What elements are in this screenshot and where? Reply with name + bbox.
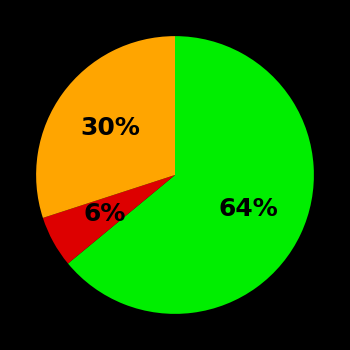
Wedge shape bbox=[68, 36, 314, 314]
Text: 30%: 30% bbox=[80, 116, 140, 140]
Text: 6%: 6% bbox=[83, 202, 126, 226]
Wedge shape bbox=[36, 36, 175, 218]
Text: 64%: 64% bbox=[218, 197, 278, 221]
Wedge shape bbox=[43, 175, 175, 264]
